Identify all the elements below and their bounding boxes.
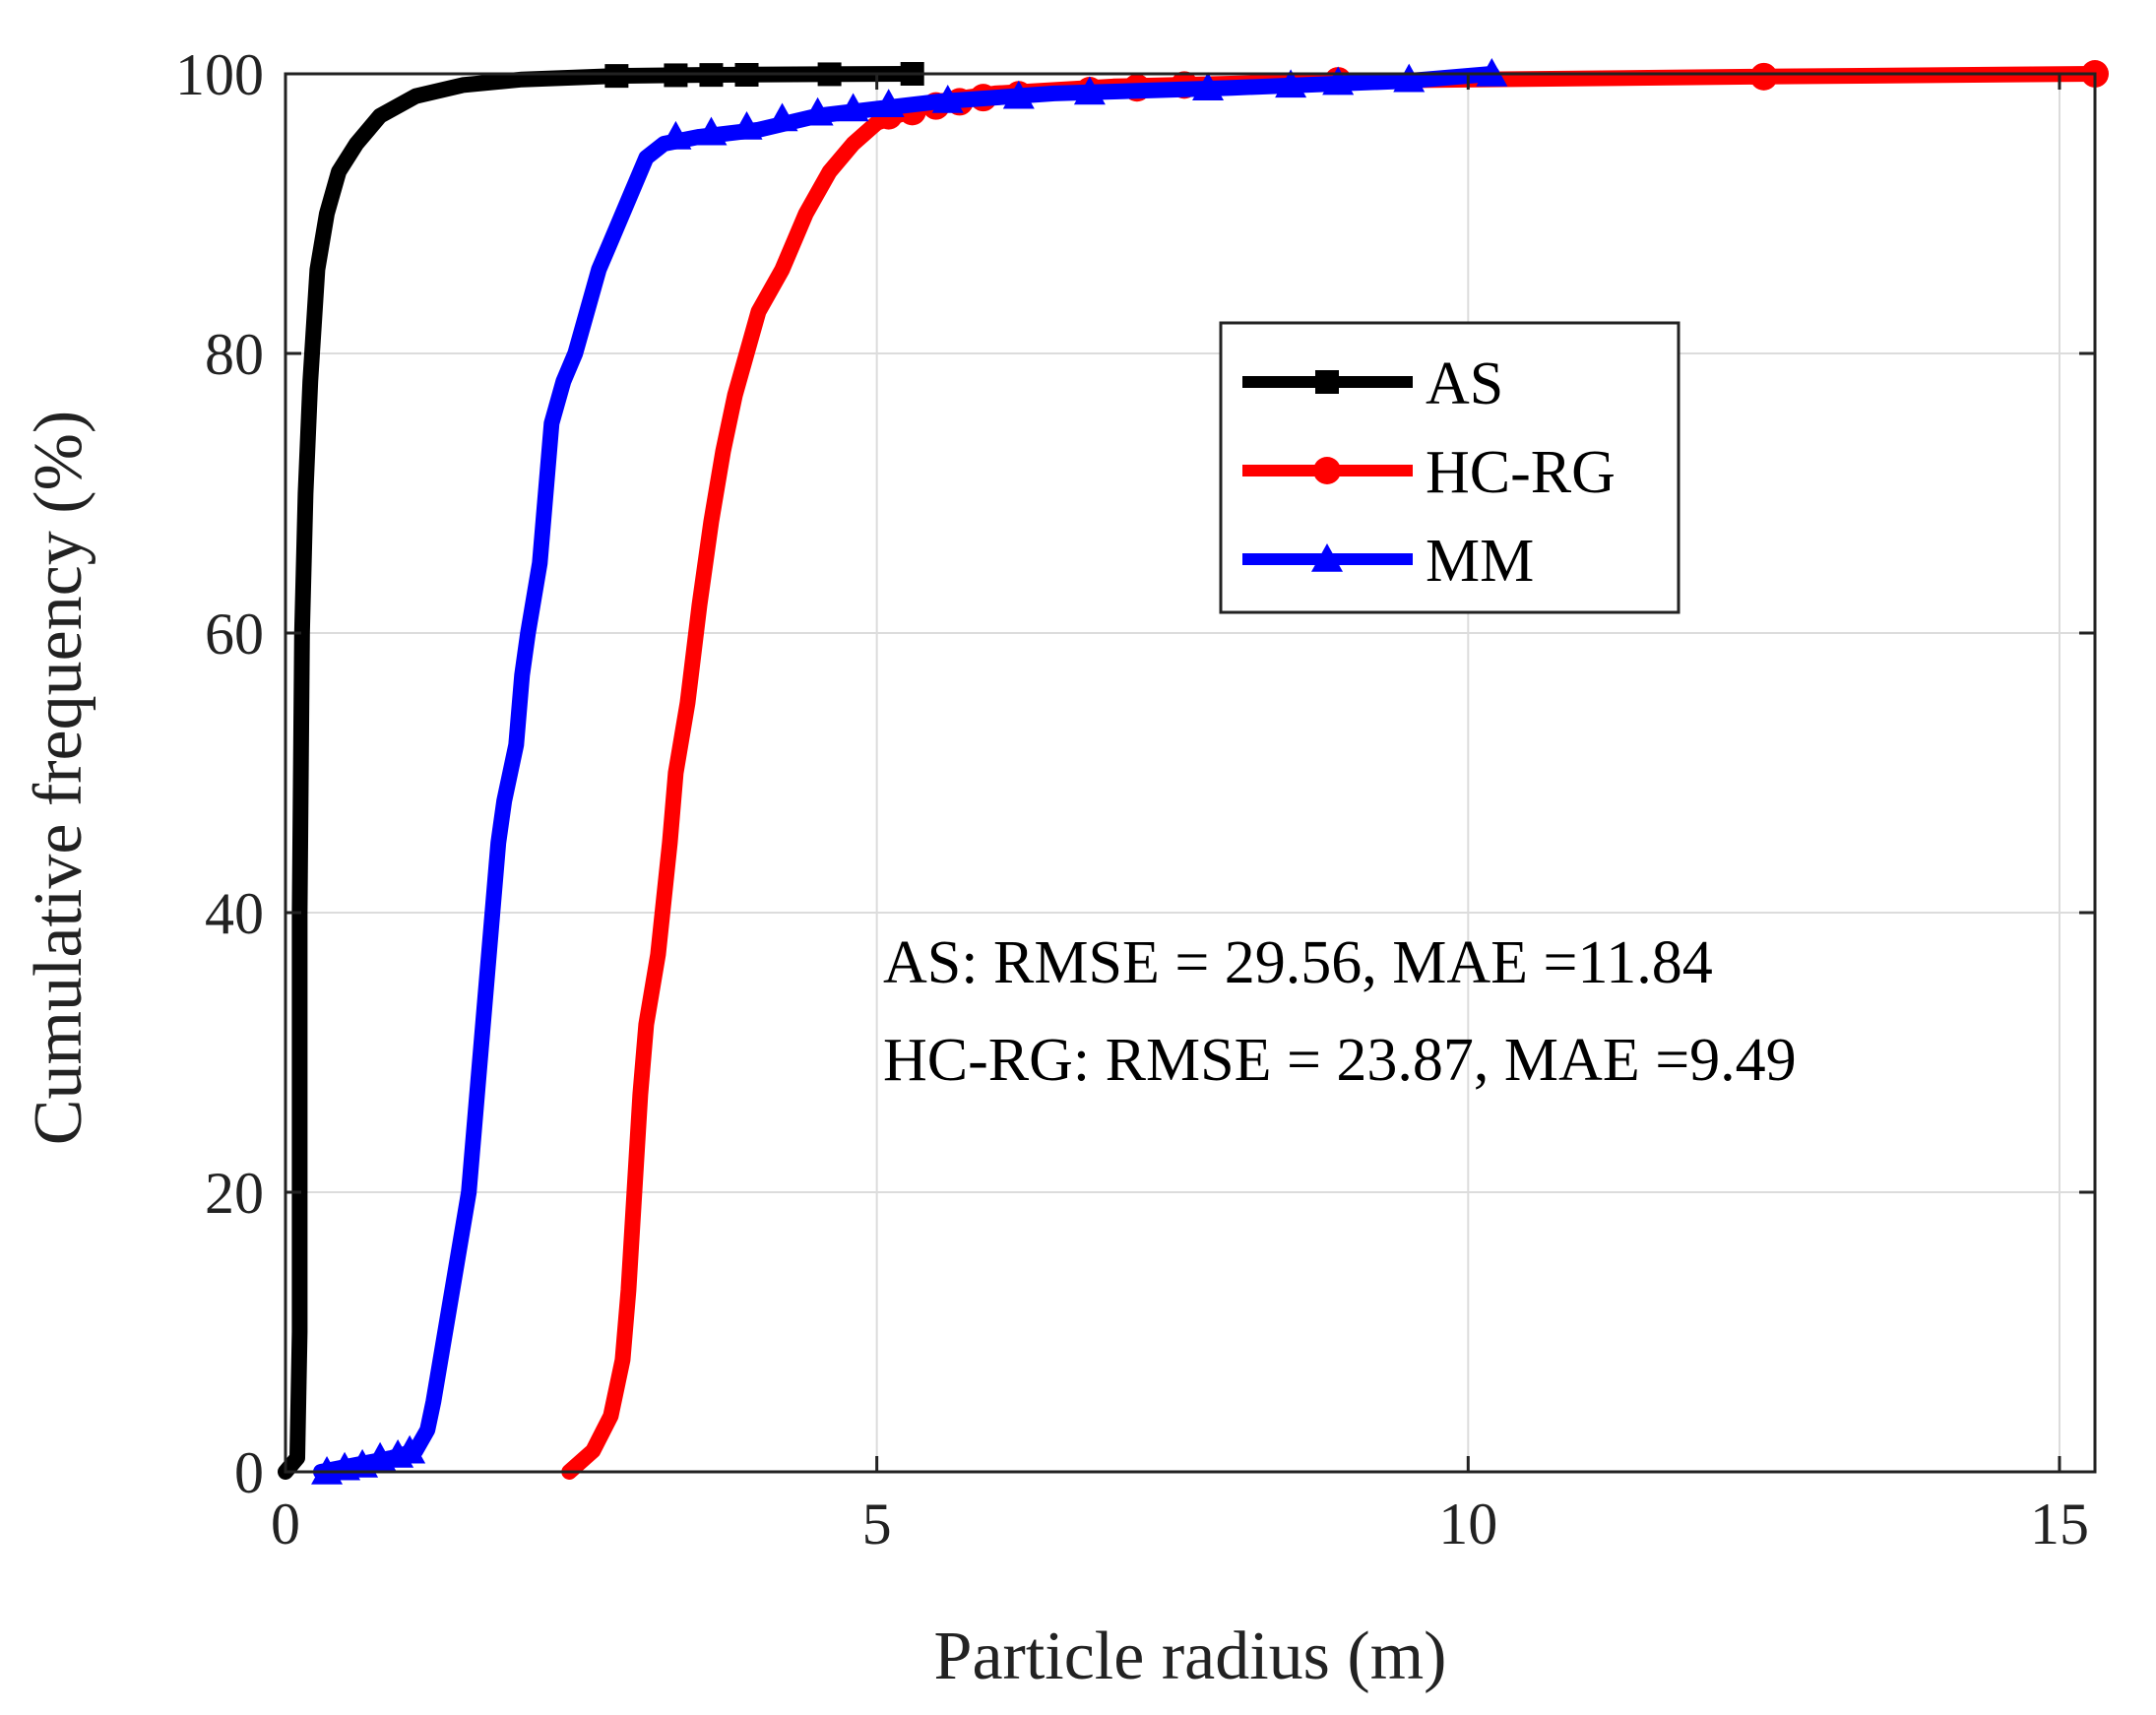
legend-label-mm: MM bbox=[1426, 528, 1534, 595]
data-point-mm bbox=[931, 84, 964, 113]
legend-label-hc-rg: HC-RG bbox=[1426, 439, 1616, 506]
y-tick-label: 80 bbox=[205, 322, 264, 387]
legend: AS HC-RG MM bbox=[1219, 321, 1680, 614]
legend-marker-as bbox=[1315, 370, 1339, 394]
y-axis-title: Cumulative frequency (%) bbox=[21, 411, 96, 1145]
legend-label-as: AS bbox=[1426, 350, 1503, 417]
y-tick-label: 60 bbox=[205, 602, 264, 667]
tick-labels: 0 5 10 15 0 20 40 60 80 100 bbox=[175, 42, 2089, 1556]
data-point-mm bbox=[1275, 69, 1307, 98]
data-point-as bbox=[604, 64, 629, 89]
data-point-mm bbox=[1393, 63, 1426, 93]
data-point-mm bbox=[872, 89, 905, 118]
x-tick-label: 0 bbox=[271, 1492, 300, 1556]
grid bbox=[285, 74, 2095, 1472]
data-point-mm bbox=[660, 120, 692, 150]
annotation-hc-rg-metrics: HC-RG: RMSE = 23.87, MAE =9.49 bbox=[883, 1027, 1797, 1094]
annotations: AS: RMSE = 29.56, MAE =11.84 HC-RG: RMSE… bbox=[883, 929, 1797, 1094]
legend-marker-hc-rg bbox=[1313, 457, 1341, 484]
legend-marker-mm bbox=[1311, 543, 1343, 572]
x-tick-label: 10 bbox=[1438, 1492, 1497, 1556]
plot-area-frame bbox=[284, 72, 2097, 1474]
y-tick-label: 0 bbox=[234, 1440, 264, 1505]
data-point-mm bbox=[394, 1434, 426, 1464]
data-point-mm bbox=[801, 96, 834, 126]
x-axis-title: Particle radius (m) bbox=[934, 1619, 1447, 1694]
data-point-mm bbox=[1322, 66, 1355, 95]
data-point-mm bbox=[1192, 72, 1225, 100]
y-tick-label: 20 bbox=[205, 1161, 264, 1226]
data-point-mm bbox=[837, 93, 869, 122]
data-point-mm bbox=[1476, 58, 1508, 87]
x-tick-label: 5 bbox=[862, 1492, 892, 1556]
data-point-mm bbox=[1073, 76, 1106, 105]
y-tick-label: 40 bbox=[205, 881, 264, 946]
data-point-mm bbox=[695, 116, 728, 146]
data-point-mm bbox=[730, 110, 763, 140]
series-layer bbox=[278, 58, 2109, 1485]
data-point-mm bbox=[1002, 80, 1035, 109]
axes bbox=[284, 72, 2097, 1474]
series-line-mm bbox=[313, 66, 1500, 1480]
data-point-hc-rg bbox=[1749, 62, 1778, 91]
data-point-mm bbox=[766, 102, 798, 132]
annotation-as-metrics: AS: RMSE = 29.56, MAE =11.84 bbox=[883, 929, 1713, 996]
series-mm bbox=[311, 58, 1508, 1485]
x-tick-label: 15 bbox=[2030, 1492, 2089, 1556]
y-tick-label: 100 bbox=[175, 42, 264, 107]
